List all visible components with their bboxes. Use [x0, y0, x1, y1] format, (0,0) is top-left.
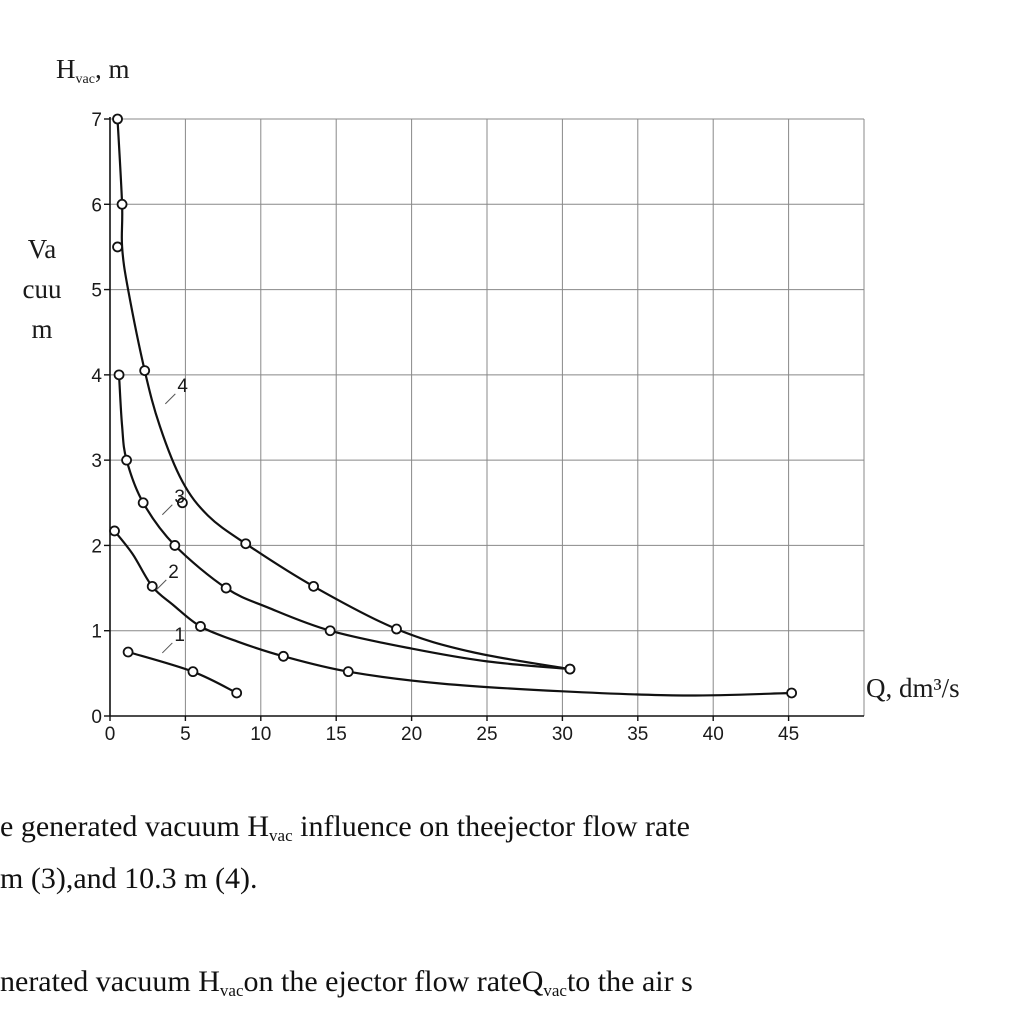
series-2-point-3: [278, 650, 289, 662]
series-lines: [113, 118, 792, 697]
caption-line-1-sub: vac: [269, 826, 293, 845]
series-1-point-0: [122, 646, 134, 658]
caption-line-2: m (3),and 10.3 m (4).: [0, 862, 257, 896]
caption-line-1-b: influence on theejector flow rate: [292, 810, 690, 843]
y-tick-label-4: 4: [91, 366, 102, 387]
y-tick-label-2: 2: [91, 536, 102, 557]
axes: [104, 117, 864, 721]
x-tick-label-25: 25: [476, 724, 497, 745]
x-tick-label-30: 30: [552, 724, 573, 745]
y-axis-title: Hvac, m: [56, 54, 129, 87]
y-side-label-3: m: [31, 314, 52, 344]
series-2-label: 2: [168, 562, 179, 583]
caption-line-3-b: on the ejector flow rateQ: [243, 965, 544, 998]
x-tick-label-5: 5: [180, 724, 191, 745]
series-1-point-2: [231, 687, 243, 699]
grid: [110, 118, 865, 716]
series-1-point-1: [187, 666, 199, 678]
y-side-label-2: cuu: [23, 274, 62, 304]
caption-line-3-sub-1: vac: [219, 981, 244, 1000]
series-3-label: 3: [174, 487, 185, 508]
series-2-point-5: [786, 687, 798, 699]
series-4-point-1: [116, 198, 128, 210]
series-2-point-4: [342, 666, 354, 678]
series-2-point-1: [146, 580, 158, 592]
series-2-line: [113, 530, 792, 697]
series-4-point-2: [112, 241, 123, 253]
x-tick-label-0: 0: [105, 724, 116, 745]
x-axis-title: Q, dm³/s: [866, 673, 960, 703]
caption-line-3-a: nerated vacuum H: [0, 965, 220, 998]
series-4-point-8: [564, 663, 576, 675]
series-2-point-2: [195, 621, 206, 632]
series-3-point-4: [220, 582, 232, 594]
series-3-point-0: [113, 369, 125, 381]
series-1-label: 1: [174, 625, 185, 646]
caption-line-1-a: e generated vacuum H: [0, 810, 270, 843]
caption-line-3-c: to the air s: [566, 965, 693, 998]
series-markers: [109, 113, 798, 699]
x-tick-label-15: 15: [326, 724, 347, 745]
caption-line-1: e generated vacuum Hvac influence on the…: [0, 810, 690, 846]
series-1-line: [127, 650, 238, 694]
series-3-point-2: [137, 497, 149, 509]
series-3-point-5: [324, 625, 336, 637]
series-3-point-3: [169, 540, 181, 551]
caption-line-3-sub-2: vac: [543, 981, 567, 1000]
y-tick-label-7: 7: [91, 110, 102, 131]
series-2-leader: [155, 579, 167, 591]
x-tick-label-40: 40: [703, 724, 724, 745]
series-4-point-7: [391, 623, 402, 635]
series-4-label: 4: [177, 376, 188, 397]
series-4-point-4: [176, 497, 188, 509]
series-4-point-3: [139, 365, 151, 376]
y-tick-label-1: 1: [91, 622, 102, 643]
y-axis-title-unit: , m: [95, 54, 130, 84]
x-tick-label-35: 35: [627, 724, 648, 745]
y-tick-label-0: 0: [91, 707, 102, 728]
x-tick-label-45: 45: [778, 724, 799, 745]
y-side-label-1: Va: [28, 234, 57, 264]
caption-line-3: nerated vacuum Hvacon the ejector flow r…: [0, 965, 693, 1001]
x-tick-label-10: 10: [250, 724, 271, 745]
x-tick-label-20: 20: [401, 724, 422, 745]
series-4-leader: [164, 393, 176, 405]
y-tick-label-6: 6: [91, 195, 102, 216]
y-tick-label-5: 5: [91, 281, 102, 302]
series-1-leader: [161, 642, 173, 654]
y-axis-title-main: H: [56, 54, 76, 84]
series-4-point-6: [308, 580, 319, 592]
series-2-point-0: [109, 525, 120, 537]
series-3-line: [117, 374, 571, 671]
series-4-point-5: [240, 538, 252, 550]
series-3-leader: [161, 504, 173, 516]
caption-line-2-text: m (3),and 10.3 m (4).: [0, 862, 258, 895]
y-axis-title-sub: vac: [76, 72, 95, 87]
y-tick-label-3: 3: [91, 451, 102, 472]
series-4-point-0: [112, 113, 123, 125]
series-3-point-1: [121, 454, 132, 466]
